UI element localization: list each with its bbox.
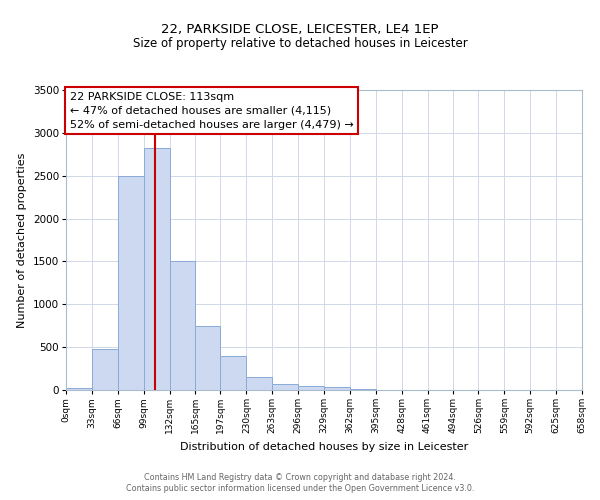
Bar: [272, 384, 298, 390]
Text: Contains HM Land Registry data © Crown copyright and database right 2024.: Contains HM Land Registry data © Crown c…: [144, 472, 456, 482]
Bar: [66, 388, 92, 390]
Text: Contains public sector information licensed under the Open Government Licence v3: Contains public sector information licen…: [126, 484, 474, 493]
Bar: [220, 356, 247, 390]
Text: 22, PARKSIDE CLOSE, LEICESTER, LE4 1EP: 22, PARKSIDE CLOSE, LEICESTER, LE4 1EP: [161, 22, 439, 36]
Text: 22 PARKSIDE CLOSE: 113sqm
← 47% of detached houses are smaller (4,115)
52% of se: 22 PARKSIDE CLOSE: 113sqm ← 47% of detac…: [70, 92, 353, 130]
Text: Size of property relative to detached houses in Leicester: Size of property relative to detached ho…: [133, 38, 467, 51]
Bar: [143, 148, 170, 390]
Bar: [350, 389, 376, 390]
Bar: [170, 262, 196, 390]
Bar: [92, 349, 118, 390]
Bar: [118, 176, 143, 390]
Bar: [324, 388, 350, 390]
Bar: [247, 377, 272, 390]
X-axis label: Distribution of detached houses by size in Leicester: Distribution of detached houses by size …: [180, 442, 468, 452]
Bar: [196, 326, 220, 390]
Bar: [298, 386, 324, 390]
Y-axis label: Number of detached properties: Number of detached properties: [17, 152, 27, 328]
